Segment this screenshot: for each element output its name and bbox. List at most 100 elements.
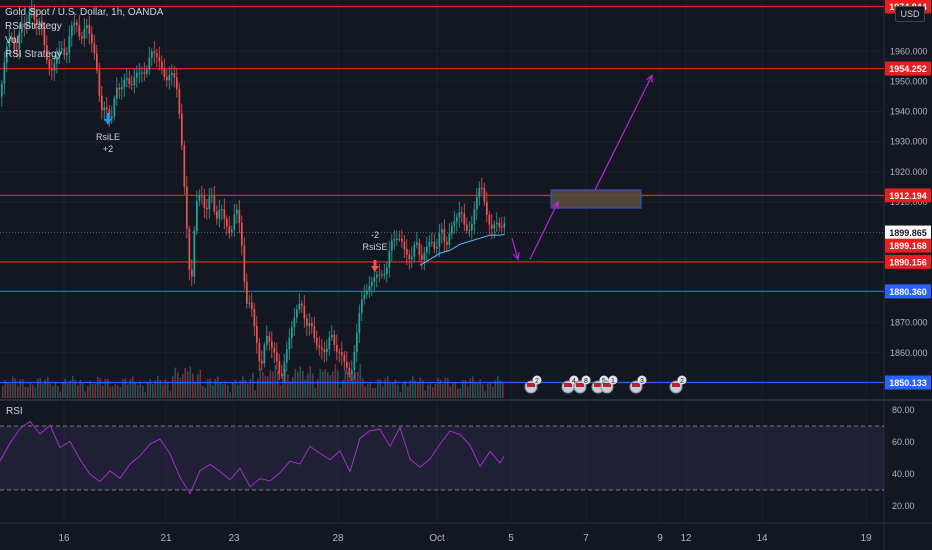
candle[interactable] bbox=[143, 72, 146, 74]
candle[interactable] bbox=[216, 211, 218, 219]
candle[interactable] bbox=[113, 98, 116, 117]
price-level-tag[interactable] bbox=[885, 188, 931, 203]
candle[interactable] bbox=[463, 213, 466, 225]
candle[interactable] bbox=[138, 72, 141, 74]
candle[interactable] bbox=[391, 240, 393, 251]
candle[interactable] bbox=[423, 252, 426, 260]
candle[interactable] bbox=[493, 224, 496, 229]
candle[interactable] bbox=[366, 290, 368, 295]
candle[interactable] bbox=[496, 222, 498, 225]
candle[interactable] bbox=[158, 56, 161, 62]
candle[interactable] bbox=[408, 254, 411, 260]
candle[interactable] bbox=[106, 107, 108, 110]
candle[interactable] bbox=[98, 70, 101, 96]
candle[interactable] bbox=[376, 274, 378, 278]
candle[interactable] bbox=[356, 332, 358, 352]
candle[interactable] bbox=[433, 241, 436, 249]
candle[interactable] bbox=[173, 73, 176, 78]
candle[interactable] bbox=[201, 195, 203, 197]
candle[interactable] bbox=[1, 83, 3, 97]
candle[interactable] bbox=[421, 254, 423, 260]
candle[interactable] bbox=[183, 145, 186, 187]
candle[interactable] bbox=[18, 32, 21, 50]
candle[interactable] bbox=[411, 256, 413, 260]
candle[interactable] bbox=[378, 274, 381, 276]
candle[interactable] bbox=[231, 229, 233, 233]
candle[interactable] bbox=[218, 209, 221, 219]
candle[interactable] bbox=[371, 281, 373, 287]
candle[interactable] bbox=[176, 77, 178, 90]
candle[interactable] bbox=[51, 68, 53, 71]
candle[interactable] bbox=[23, 23, 26, 28]
candle[interactable] bbox=[276, 352, 278, 362]
candle[interactable] bbox=[211, 195, 213, 197]
candle[interactable] bbox=[386, 267, 388, 275]
candle[interactable] bbox=[428, 241, 431, 247]
candle[interactable] bbox=[241, 222, 243, 246]
candle[interactable] bbox=[351, 370, 353, 375]
price-level-tag[interactable] bbox=[885, 61, 931, 76]
candle[interactable] bbox=[21, 23, 23, 33]
candle[interactable] bbox=[401, 238, 403, 242]
candle[interactable] bbox=[91, 33, 93, 44]
candle[interactable] bbox=[418, 242, 421, 255]
candle[interactable] bbox=[501, 226, 503, 228]
candle[interactable] bbox=[66, 52, 68, 56]
candle[interactable] bbox=[258, 342, 261, 361]
candle[interactable] bbox=[226, 218, 228, 227]
candle[interactable] bbox=[301, 303, 303, 306]
candle[interactable] bbox=[443, 229, 446, 242]
candle[interactable] bbox=[426, 246, 428, 253]
candle[interactable] bbox=[281, 373, 283, 376]
candle[interactable] bbox=[43, 26, 46, 46]
candle[interactable] bbox=[388, 250, 391, 268]
candle[interactable] bbox=[11, 38, 13, 40]
candle[interactable] bbox=[343, 355, 346, 362]
candle[interactable] bbox=[206, 207, 208, 210]
candle[interactable] bbox=[88, 25, 91, 34]
candle[interactable] bbox=[161, 61, 163, 69]
candle[interactable] bbox=[38, 21, 41, 25]
candle[interactable] bbox=[338, 351, 341, 353]
candle[interactable] bbox=[346, 361, 348, 368]
candle[interactable] bbox=[288, 338, 291, 350]
candle[interactable] bbox=[306, 318, 308, 326]
candle[interactable] bbox=[491, 224, 493, 229]
candle[interactable] bbox=[328, 337, 331, 349]
candle[interactable] bbox=[456, 217, 458, 222]
candle[interactable] bbox=[253, 309, 256, 326]
candle[interactable] bbox=[441, 229, 443, 234]
candle[interactable] bbox=[153, 51, 156, 54]
candle[interactable] bbox=[166, 77, 168, 81]
candle[interactable] bbox=[198, 195, 201, 201]
candle[interactable] bbox=[28, 11, 31, 25]
candle[interactable] bbox=[26, 24, 28, 28]
candle[interactable] bbox=[291, 327, 293, 339]
candle[interactable] bbox=[436, 246, 438, 249]
candle[interactable] bbox=[56, 56, 58, 64]
candle[interactable] bbox=[61, 48, 63, 50]
candle[interactable] bbox=[381, 274, 383, 276]
candle[interactable] bbox=[186, 186, 188, 229]
candle[interactable] bbox=[78, 25, 81, 37]
projection-arrow[interactable] bbox=[594, 75, 653, 191]
projection-arrow[interactable] bbox=[511, 238, 519, 260]
candle[interactable] bbox=[308, 323, 311, 326]
candle[interactable] bbox=[471, 223, 473, 231]
candle[interactable] bbox=[126, 77, 128, 80]
candle[interactable] bbox=[136, 72, 138, 78]
candle[interactable] bbox=[403, 241, 406, 250]
price-level-tag[interactable] bbox=[885, 284, 931, 299]
candle[interactable] bbox=[263, 344, 266, 364]
candle[interactable] bbox=[243, 245, 246, 282]
target-zone-box[interactable] bbox=[550, 189, 642, 209]
candle[interactable] bbox=[228, 226, 231, 233]
candle[interactable] bbox=[8, 38, 11, 47]
candle[interactable] bbox=[293, 317, 296, 328]
candle[interactable] bbox=[163, 68, 166, 78]
candle[interactable] bbox=[223, 208, 226, 219]
currency-button[interactable]: USD bbox=[895, 6, 925, 22]
candle[interactable] bbox=[326, 348, 328, 352]
candle[interactable] bbox=[53, 63, 56, 71]
candle[interactable] bbox=[466, 224, 468, 231]
